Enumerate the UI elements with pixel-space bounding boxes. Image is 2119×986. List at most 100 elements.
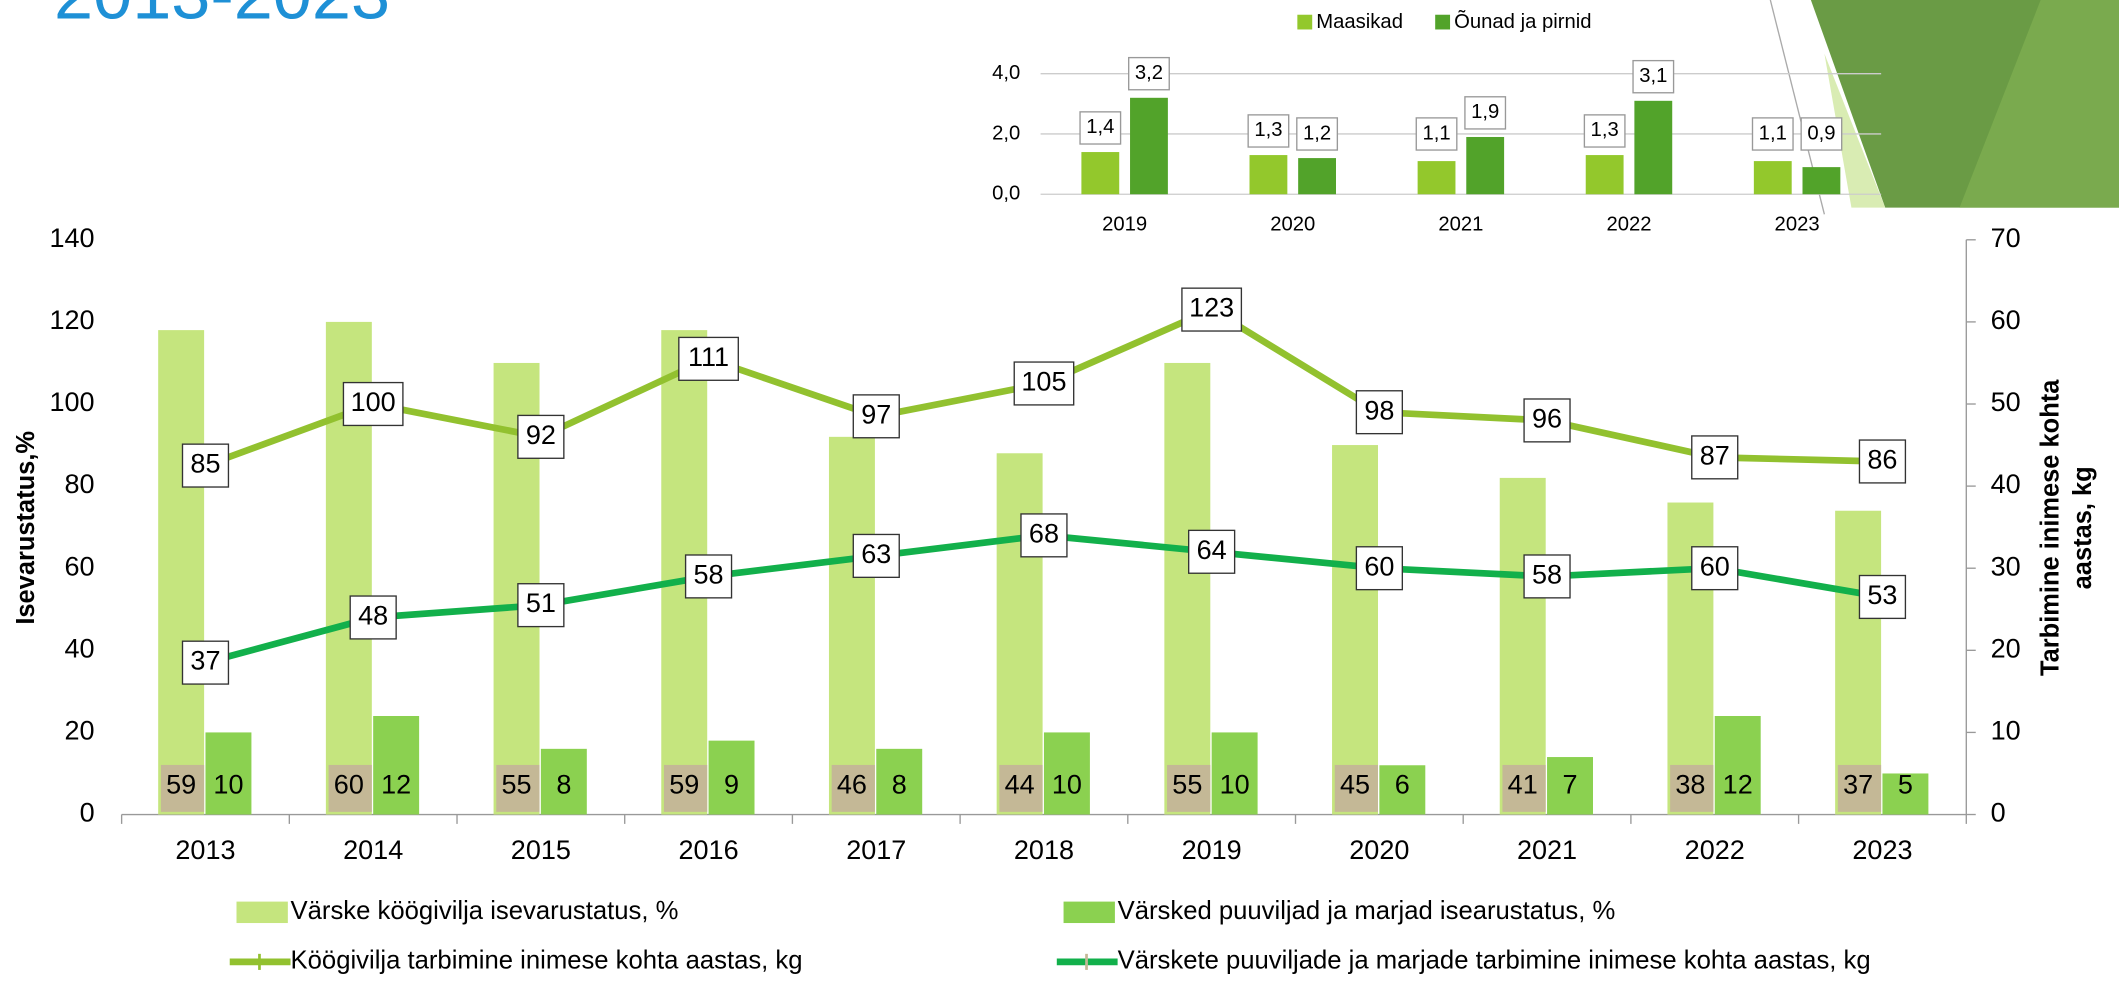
data-label: 111	[688, 342, 729, 372]
data-label: 100	[351, 387, 396, 417]
data-label: 92	[526, 420, 556, 450]
data-label: 85	[190, 449, 220, 479]
data-label: 58	[694, 560, 724, 590]
x-tick-label: 2020	[1270, 213, 1315, 235]
data-label: 3,1	[1639, 65, 1667, 87]
y2-tick-label: 50	[1991, 387, 2021, 417]
y-tick-label: 0	[80, 798, 95, 828]
bar	[1634, 101, 1672, 194]
x-tick-label: 2022	[1685, 835, 1745, 865]
bar	[158, 330, 204, 814]
bar	[1298, 158, 1336, 194]
bar	[1250, 155, 1288, 194]
legend-label: Värskete puuviljade ja marjade tarbimine…	[1118, 947, 1871, 975]
data-label: 37	[190, 646, 220, 676]
data-label: 68	[1029, 519, 1059, 549]
y-tick-label: 20	[65, 716, 95, 746]
y-axis-label: Isevarustatus,%	[12, 431, 40, 625]
y-tick-label: 100	[49, 387, 94, 417]
data-label: 1,2	[1303, 122, 1331, 144]
data-label: 12	[381, 770, 411, 800]
data-label: 5	[1898, 770, 1913, 800]
x-tick-label: 2022	[1606, 213, 1651, 235]
data-label: 60	[1364, 551, 1394, 581]
data-label: 37	[1843, 770, 1873, 800]
data-label: 3,2	[1135, 62, 1163, 84]
data-label: 97	[861, 400, 891, 430]
data-label: 58	[1532, 560, 1562, 590]
data-label: 1,1	[1759, 122, 1787, 144]
y-tick-label: 40	[65, 633, 95, 663]
data-label: 10	[213, 770, 243, 800]
data-label: 1,9	[1471, 101, 1499, 123]
x-tick-label: 2017	[846, 835, 906, 865]
data-label: 46	[837, 770, 867, 800]
y-tick-label: 0,0	[992, 183, 1020, 205]
legend-swatch	[1064, 902, 1115, 923]
data-label: 105	[1021, 367, 1066, 397]
bar	[373, 716, 419, 815]
data-label: 10	[1220, 770, 1250, 800]
data-label: 59	[166, 770, 196, 800]
data-label: 59	[669, 770, 699, 800]
x-tick-label: 2021	[1438, 213, 1483, 235]
x-tick-label: 2014	[343, 835, 403, 865]
bar	[1164, 363, 1210, 815]
x-tick-label: 2023	[1775, 213, 1820, 235]
x-tick-label: 2019	[1182, 835, 1242, 865]
data-label: 1,1	[1422, 122, 1450, 144]
data-label: 8	[556, 770, 571, 800]
x-tick-label: 2021	[1517, 835, 1577, 865]
data-label: 10	[1052, 770, 1082, 800]
bar	[1466, 137, 1504, 194]
bar	[1586, 155, 1624, 194]
bar	[1332, 445, 1378, 814]
data-label: 45	[1340, 770, 1370, 800]
bar	[1081, 152, 1119, 194]
x-tick-label: 2013	[175, 835, 235, 865]
bar	[1715, 716, 1761, 815]
legend-label: Värske köögivilja isevarustatus, %	[291, 897, 679, 925]
data-label: 6	[1395, 770, 1410, 800]
data-label: 98	[1364, 395, 1394, 425]
y-tick-label: 2,0	[992, 122, 1020, 144]
data-label: 8	[892, 770, 907, 800]
data-label: 60	[334, 770, 364, 800]
data-label: 38	[1675, 770, 1705, 800]
y-tick-label: 80	[65, 469, 95, 499]
data-label: 60	[1700, 551, 1730, 581]
legend-swatch	[1297, 15, 1312, 30]
legend-label: Värsked puuviljad ja marjad isearustatus…	[1118, 897, 1616, 925]
data-label: 53	[1867, 580, 1897, 610]
y-tick-label: 120	[49, 305, 94, 335]
bar	[1754, 161, 1792, 194]
legend-label: Õunad ja pirnid	[1454, 9, 1591, 33]
bar	[1130, 98, 1168, 194]
data-label: 86	[1867, 445, 1897, 475]
page-title: 2013-2023	[54, 0, 390, 33]
legend-label: Köögivilja tarbimine inimese kohta aasta…	[291, 947, 803, 975]
x-tick-label: 2015	[511, 835, 571, 865]
data-label: 51	[526, 588, 556, 618]
data-label: 9	[724, 770, 739, 800]
data-label: 7	[1563, 770, 1578, 800]
legend-swatch	[1435, 15, 1450, 30]
data-label: 64	[1197, 535, 1227, 565]
x-tick-label: 2023	[1852, 835, 1912, 865]
y-tick-label: 4,0	[992, 62, 1020, 84]
bar	[1418, 161, 1456, 194]
data-label: 48	[358, 601, 388, 631]
data-label: 12	[1723, 770, 1753, 800]
y2-tick-label: 30	[1991, 551, 2021, 581]
y2-tick-label: 70	[1991, 223, 2021, 253]
y2-tick-label: 10	[1991, 716, 2021, 746]
data-label: 123	[1189, 293, 1234, 323]
data-label: 55	[502, 770, 532, 800]
y2-tick-label: 0	[1991, 798, 2006, 828]
data-label: 55	[1172, 770, 1202, 800]
legend-label: Maasikad	[1316, 11, 1403, 33]
data-label: 63	[861, 539, 891, 569]
x-tick-label: 2018	[1014, 835, 1074, 865]
legend-swatch	[236, 902, 287, 923]
